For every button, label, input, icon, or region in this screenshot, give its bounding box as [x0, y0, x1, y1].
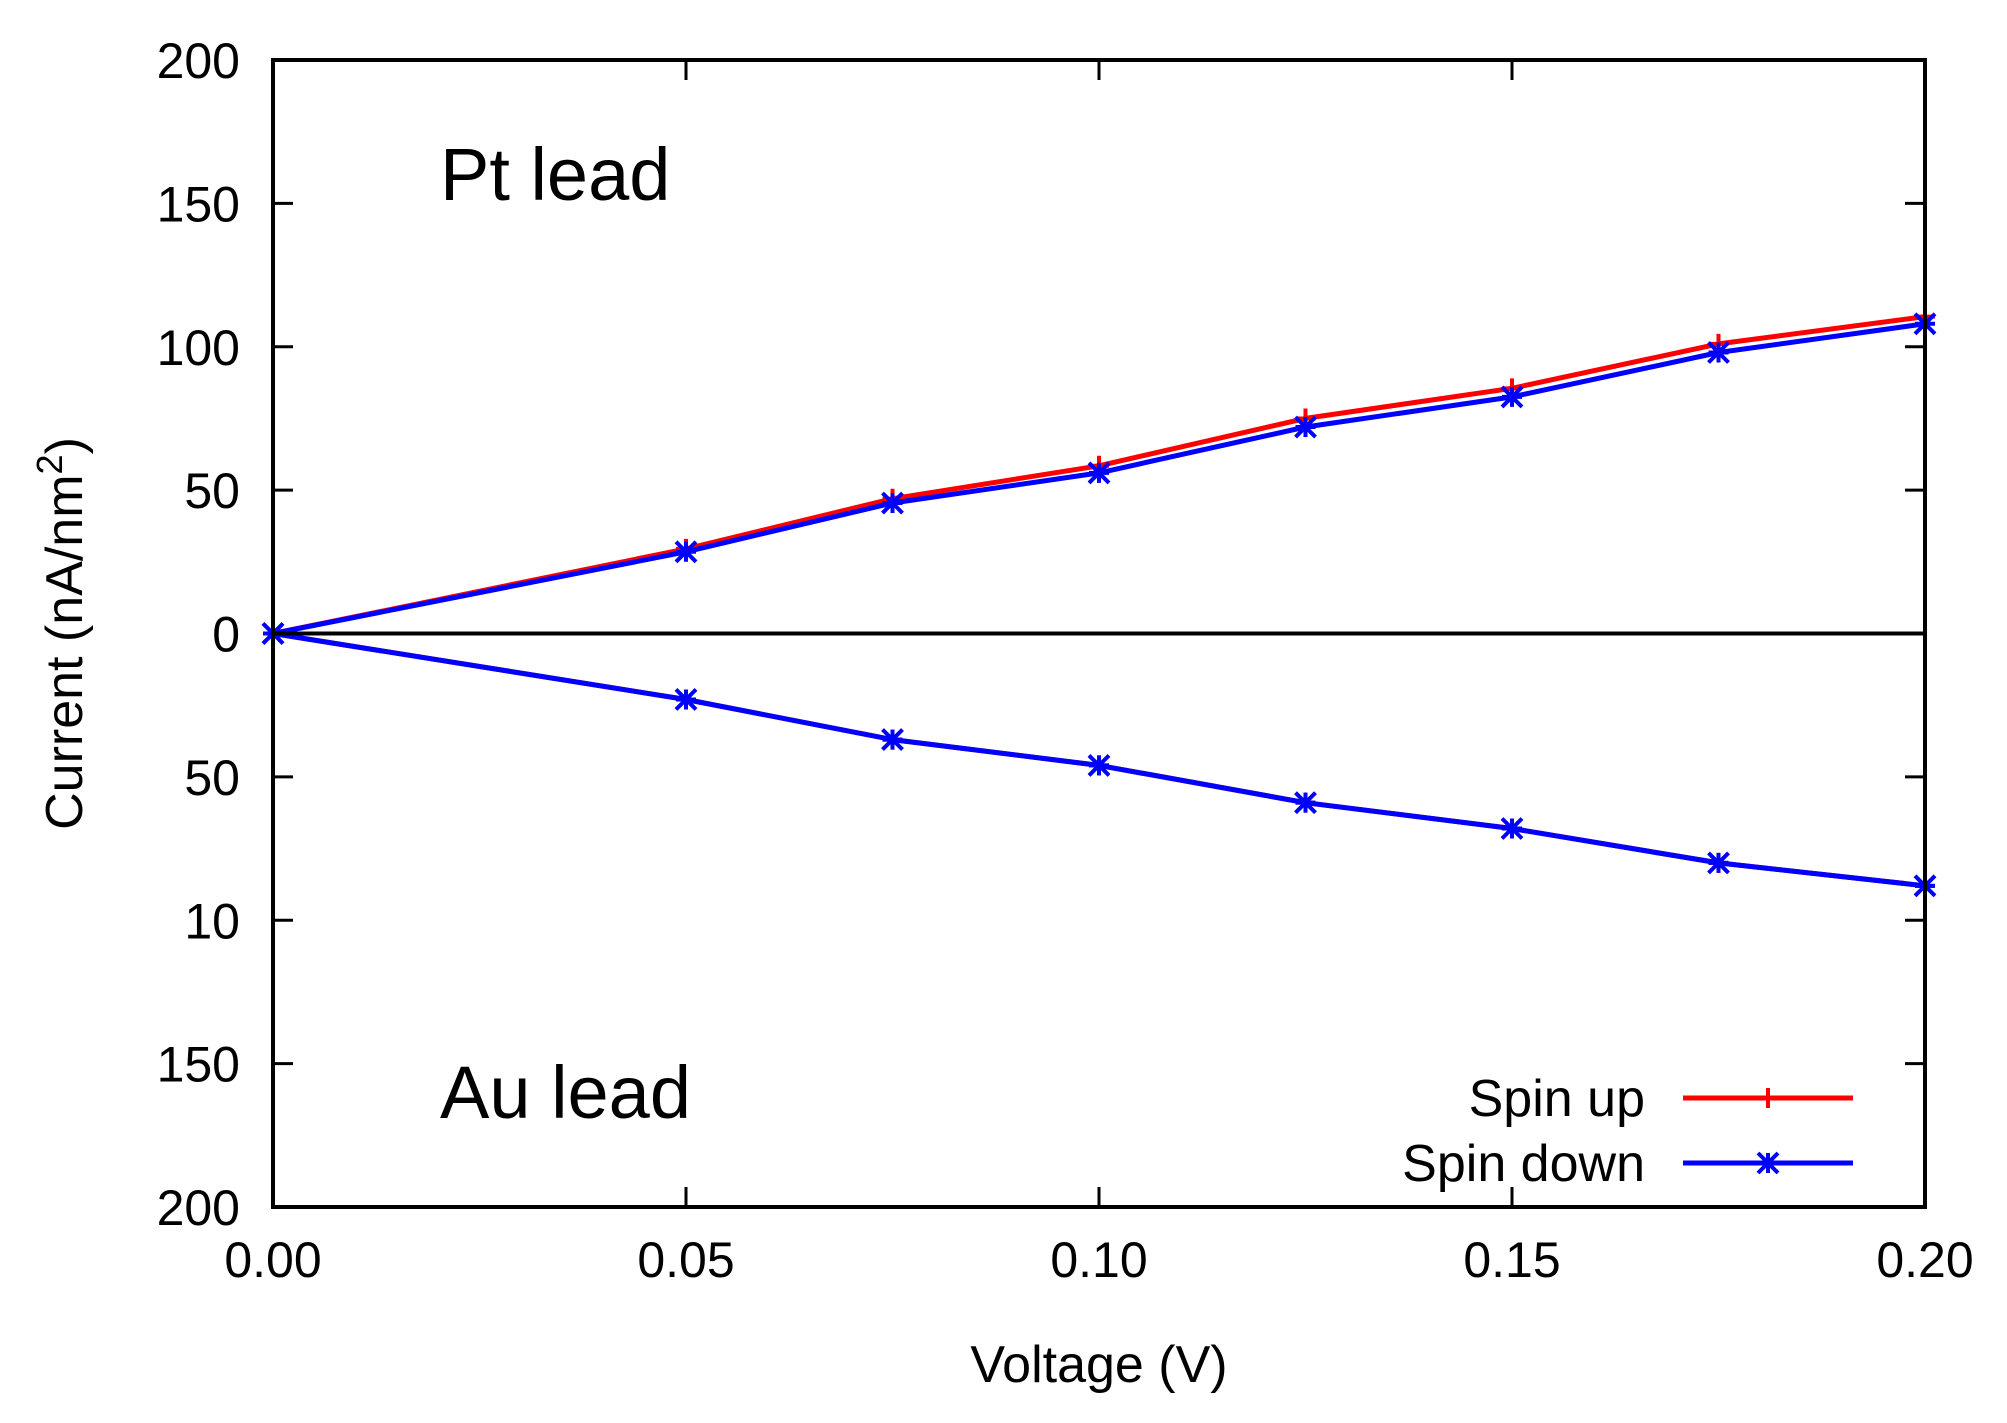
annotation-au-lead: Au lead [440, 1051, 691, 1134]
legend-marker [1758, 1088, 1778, 1108]
tick-layer: 0.00 0.05 0.10 0.15 0.20 200 150 100 50 0 50 10 150 2… [157, 33, 1974, 1288]
series-line-spin-up-pt-lead [272, 314, 1926, 636]
data-point [1087, 461, 1111, 485]
data-point [1707, 851, 1730, 875]
y-axis-label-suffix: ) [36, 437, 94, 454]
y-tick-label: 200 [157, 1180, 240, 1236]
series-line-spin-down-au-lead [272, 631, 1926, 889]
y-axis-label-superscript: 2 [29, 454, 70, 474]
y-tick-label: 150 [157, 176, 240, 232]
y-tick-label: 50 [184, 750, 240, 806]
y-tick-label: 150 [157, 1037, 240, 1093]
legend-label-spin-up: Spin up [1469, 1070, 1645, 1128]
y-tick-label: 0 [212, 607, 240, 663]
x-tick-label: 0.10 [1050, 1232, 1147, 1288]
legend: Spin up Spin down [1402, 1070, 1853, 1193]
data-point [1087, 753, 1111, 777]
x-axis-label: Voltage (V) [970, 1336, 1227, 1394]
x-tick-label: 0.05 [637, 1232, 734, 1288]
y-tick-label: 10 [184, 893, 240, 949]
y-tick-label: 50 [184, 463, 240, 519]
data-point [674, 540, 698, 564]
data-point [1294, 791, 1317, 815]
series-line-spin-down-pt-lead [272, 321, 1926, 636]
data-point [881, 728, 904, 752]
legend-marker [1756, 1151, 1780, 1175]
y-tick-label: 200 [157, 33, 240, 89]
legend-swatches [1683, 1088, 1853, 1175]
data-point [1500, 817, 1524, 840]
annotation-pt-lead: Pt lead [440, 133, 670, 216]
x-tick-label: 0.20 [1876, 1232, 1973, 1288]
y-axis-label-main: Current (nA/nm [36, 474, 94, 829]
series-layer [261, 306, 1937, 898]
data-point [674, 688, 698, 711]
data-point [1294, 415, 1317, 439]
legend-label-spin-down: Spin down [1402, 1135, 1645, 1193]
data-point [1707, 341, 1730, 364]
y-tick-label: 100 [157, 320, 240, 376]
data-point [1500, 385, 1524, 409]
x-tick-label: 0.00 [224, 1232, 321, 1288]
x-tick-label: 0.15 [1463, 1232, 1560, 1288]
y-axis-label: Current (nA/nm2) [29, 437, 95, 830]
data-point [881, 491, 904, 515]
